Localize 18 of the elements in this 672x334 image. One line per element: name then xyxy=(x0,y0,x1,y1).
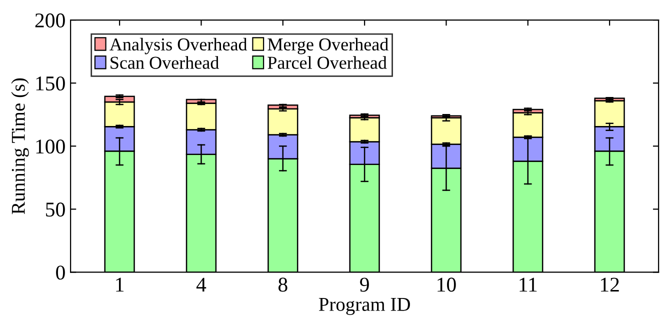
x-tick-label: 12 xyxy=(600,278,619,292)
legend-label: Analysis Overhead xyxy=(110,38,248,54)
legend-label: Parcel Overhead xyxy=(268,56,387,69)
y-tick-label: 200 xyxy=(35,13,65,28)
x-tick-label: 9 xyxy=(360,278,369,292)
x-axis-title: Program ID xyxy=(318,298,410,315)
y-tick-label: 150 xyxy=(36,76,65,91)
y-tick-label: 0 xyxy=(56,266,65,280)
legend-label: Scan Overhead xyxy=(110,56,219,69)
legend-label: Merge Overhead xyxy=(268,38,388,54)
y-tick-label: 100 xyxy=(36,140,65,154)
x-tick-label: 8 xyxy=(278,278,288,292)
x-tick-label: 1 xyxy=(116,278,124,292)
x-tick-label: 4 xyxy=(196,278,206,292)
x-tick-label: 10 xyxy=(438,278,456,292)
y-tick-label: 50 xyxy=(46,202,65,217)
y-axis-title: Running Time (s) xyxy=(11,78,29,214)
x-tick-label: 11 xyxy=(520,278,537,292)
